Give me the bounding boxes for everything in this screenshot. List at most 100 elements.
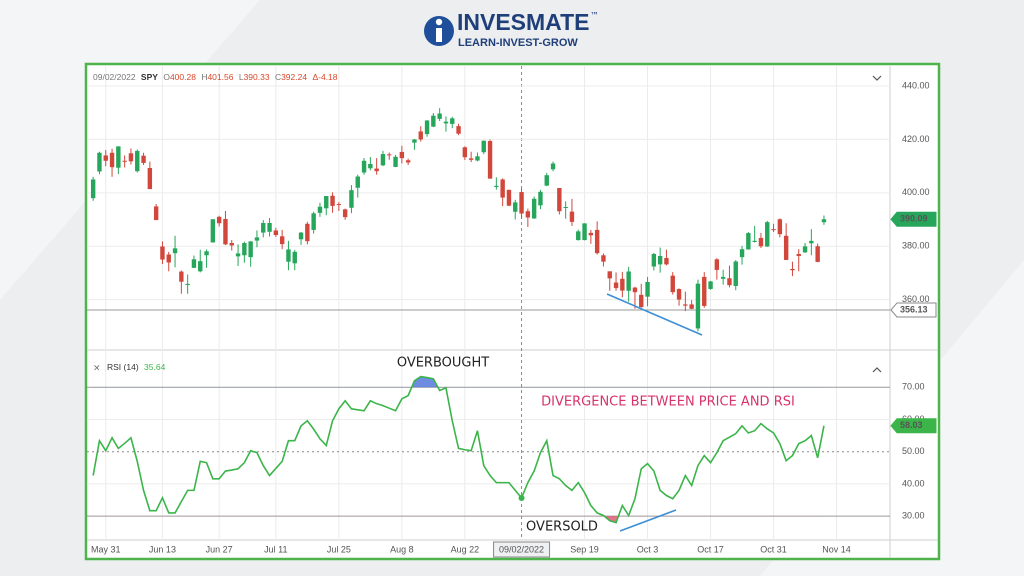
candle-body xyxy=(689,304,694,309)
candle-body xyxy=(405,160,411,163)
candle-body xyxy=(135,150,140,172)
candle-body xyxy=(569,211,575,222)
rsi-name: RSI (14) xyxy=(107,362,139,372)
header-c: C xyxy=(275,72,281,82)
candle-body xyxy=(103,155,108,161)
candle-body xyxy=(796,253,801,256)
candle-body xyxy=(601,255,606,262)
logo: INVESMATE ™ LEARN-INVEST-GROW xyxy=(424,9,599,49)
candle-body xyxy=(191,259,197,268)
y-tick-label: 400.00 xyxy=(902,187,930,197)
candle-body xyxy=(223,218,228,245)
candle-body xyxy=(450,118,455,124)
candle-body xyxy=(330,195,335,206)
candle-body xyxy=(588,232,594,236)
candle-body xyxy=(204,251,209,256)
candle-body xyxy=(336,204,342,206)
candle-body xyxy=(802,246,808,253)
rsi-trendline xyxy=(619,509,677,532)
candle-body xyxy=(248,241,253,258)
candle-body xyxy=(210,219,216,243)
price-trendline xyxy=(606,293,703,336)
x-tick-label: Nov 14 xyxy=(822,544,851,554)
crosshair-date-label: 09/02/2022 xyxy=(499,544,544,554)
candle-body xyxy=(576,231,581,241)
candle-body xyxy=(141,155,146,163)
header-high: 401.56 xyxy=(207,72,233,82)
candle-body xyxy=(714,259,720,270)
rsi-last-tag-box xyxy=(890,418,937,434)
close-icon[interactable]: × xyxy=(93,364,101,374)
candle-body xyxy=(254,237,260,241)
candle-body xyxy=(160,246,165,260)
candle-body xyxy=(651,253,657,267)
x-tick-label: Jun 27 xyxy=(206,544,233,554)
candle-body xyxy=(758,237,764,247)
candle-body xyxy=(374,168,379,172)
candle-body xyxy=(109,152,115,168)
header-close: 392.24 xyxy=(281,72,307,82)
chart-frame xyxy=(84,62,941,561)
header-open: 400.28 xyxy=(170,72,196,82)
candle-body xyxy=(242,243,247,256)
candle-body xyxy=(273,230,279,235)
crosshair-price-tag: 356.13 xyxy=(900,304,928,314)
candle-body xyxy=(468,158,474,160)
candle-body xyxy=(128,153,134,162)
last-price-tag: 390.09 xyxy=(900,214,928,224)
candle-body xyxy=(645,281,650,297)
candle-body xyxy=(720,276,726,279)
candle-body xyxy=(613,282,619,289)
logo-tagline: LEARN-INVEST-GROW xyxy=(458,37,578,49)
candle-body xyxy=(97,152,102,172)
expand-icon[interactable] xyxy=(872,367,882,373)
candle-body xyxy=(513,202,518,212)
rsi-crosshair-dot xyxy=(518,494,525,501)
logo-name: INVESMATE xyxy=(457,9,589,35)
candle-body xyxy=(185,283,190,285)
candle-body xyxy=(355,176,360,188)
candle-body xyxy=(279,236,285,245)
logo-icon-stem xyxy=(436,28,442,42)
candle-body xyxy=(387,154,392,156)
candle-body xyxy=(821,219,827,223)
x-tick-label: Sep 19 xyxy=(570,544,599,554)
candle-body xyxy=(393,156,398,167)
candle-body xyxy=(639,294,644,308)
rsi-header: RSI (14) 35.64 xyxy=(107,362,166,372)
y-tick-label: 380.00 xyxy=(902,241,930,251)
crosshair-date-tag xyxy=(493,541,551,558)
candle-body xyxy=(815,246,820,262)
candle-body xyxy=(777,219,783,235)
candle-body xyxy=(90,179,96,199)
x-tick-label: Jul 11 xyxy=(264,544,287,554)
candle-body xyxy=(607,271,612,279)
candle-body xyxy=(475,156,480,161)
candle-body xyxy=(418,131,423,140)
candle-body xyxy=(531,198,537,219)
candle-body xyxy=(172,248,178,254)
x-tick-label: Oct 17 xyxy=(697,544,724,554)
candle-body xyxy=(361,160,367,173)
y-tick-label: 360.00 xyxy=(902,294,930,304)
rsi-tick-label: 70.00 xyxy=(902,382,925,392)
header-change: -4.18 xyxy=(318,72,338,82)
rsi-last-tag: 58.03 xyxy=(900,420,923,430)
candle-body xyxy=(557,188,562,212)
candle-body xyxy=(594,229,600,254)
annotation: DIVERGENCE BETWEEN PRICE AND RSI xyxy=(541,395,795,410)
header-low: 390.33 xyxy=(244,72,270,82)
candle-body xyxy=(424,120,430,135)
rsi-header-value: 35.64 xyxy=(144,362,166,372)
candle-body xyxy=(456,126,461,134)
candle-body xyxy=(752,240,757,242)
collapse-icon[interactable] xyxy=(872,75,882,81)
header-o: O xyxy=(163,72,170,82)
candle-body xyxy=(342,209,348,218)
header-h: H xyxy=(201,72,207,82)
candle-body xyxy=(702,276,707,306)
x-tick-label: Oct 3 xyxy=(637,544,659,554)
y-tick-label: 440.00 xyxy=(902,80,930,90)
candle-body xyxy=(550,163,556,170)
rsi-tick-label: 50.00 xyxy=(902,446,925,456)
